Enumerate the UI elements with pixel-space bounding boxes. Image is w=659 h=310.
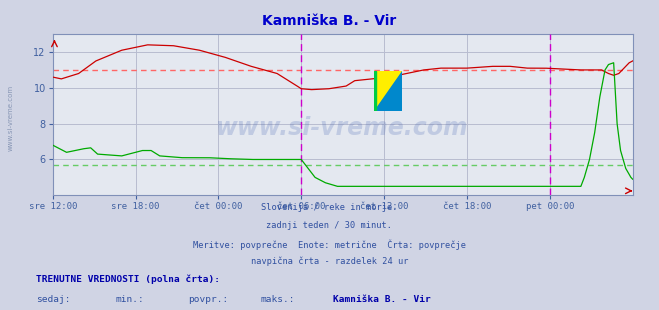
Polygon shape [374, 71, 376, 112]
Text: Kamniška B. - Vir: Kamniška B. - Vir [333, 295, 430, 304]
Text: navpična črta - razdelek 24 ur: navpična črta - razdelek 24 ur [251, 257, 408, 267]
Text: www.si-vreme.com: www.si-vreme.com [8, 85, 14, 151]
Text: maks.:: maks.: [260, 295, 295, 304]
Polygon shape [374, 71, 402, 112]
Text: TRENUTNE VREDNOSTI (polna črta):: TRENUTNE VREDNOSTI (polna črta): [36, 274, 220, 284]
Text: zadnji teden / 30 minut.: zadnji teden / 30 minut. [266, 221, 393, 230]
Text: sedaj:: sedaj: [36, 295, 71, 304]
Text: Meritve: povprečne  Enote: metrične  Črta: povprečje: Meritve: povprečne Enote: metrične Črta:… [193, 239, 466, 250]
Text: Kamniška B. - Vir: Kamniška B. - Vir [262, 14, 397, 28]
Polygon shape [374, 71, 402, 112]
Text: Slovenija / reke in morje.: Slovenija / reke in morje. [261, 203, 398, 212]
Text: www.si-vreme.com: www.si-vreme.com [216, 116, 469, 140]
Text: min.:: min.: [115, 295, 144, 304]
Text: povpr.:: povpr.: [188, 295, 228, 304]
